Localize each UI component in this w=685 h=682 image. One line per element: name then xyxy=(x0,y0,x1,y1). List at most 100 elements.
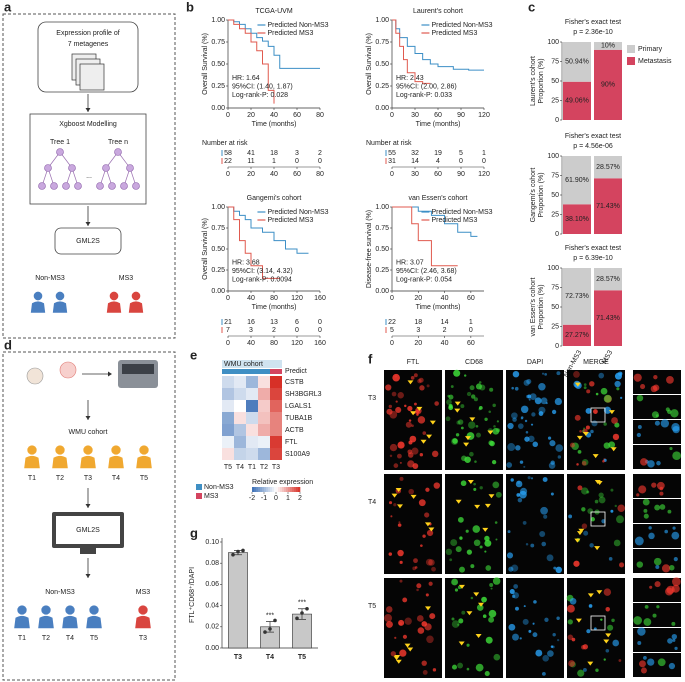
heatmap-cell xyxy=(270,424,282,436)
arrowhead-marker xyxy=(477,602,484,607)
cell-signal xyxy=(553,566,557,570)
arrowhead-marker xyxy=(428,527,435,532)
cell-signal xyxy=(566,604,575,613)
cell-signal xyxy=(532,441,539,448)
cell-signal xyxy=(551,409,557,415)
cell-signal xyxy=(541,671,546,676)
cell-signal xyxy=(651,482,657,488)
cell-signal xyxy=(398,619,405,626)
cell-signal xyxy=(420,544,423,547)
cell-signal xyxy=(644,604,649,609)
y-tick-label: 0.00 xyxy=(211,288,225,295)
cell-signal xyxy=(418,499,426,507)
cell-signal xyxy=(636,561,644,568)
panel-d-frame xyxy=(2,351,176,681)
heatmap-cell xyxy=(246,436,258,448)
colorbar-step xyxy=(274,487,277,492)
plot-title: TCGA-UVM xyxy=(255,8,293,15)
risk-count: 31 xyxy=(388,158,396,165)
y-tick-label: 0.75 xyxy=(211,225,225,232)
cell-signal xyxy=(457,662,464,669)
cell-signal xyxy=(610,488,614,492)
risk-x-tick-label: 120 xyxy=(478,171,490,178)
bar xyxy=(228,552,248,649)
row-label: SH3BGRL3 xyxy=(285,391,322,398)
cell-signal xyxy=(550,645,554,648)
cell-signal xyxy=(418,377,424,383)
cell-signal xyxy=(416,583,422,589)
x-tick-label: 0 xyxy=(390,295,394,302)
row-label: CSTB xyxy=(285,379,304,386)
cell-signal xyxy=(465,529,469,533)
risk-title: Number at risk xyxy=(366,140,412,147)
legend-label: MS3 xyxy=(204,493,219,500)
y-tick-label: 0.50 xyxy=(211,61,225,68)
cell-signal xyxy=(607,624,614,631)
x-tick-label: 120 xyxy=(291,295,303,302)
chart-title: Fisher's exact test xyxy=(565,133,621,140)
cell-signal xyxy=(568,660,576,667)
arrowhead-marker xyxy=(475,634,482,639)
person-icon-head xyxy=(109,291,119,301)
legend-label: Predicted MS3 xyxy=(267,217,313,224)
cell-signal xyxy=(484,550,487,553)
cell-signal xyxy=(495,538,498,541)
cell-signal xyxy=(517,423,524,429)
cell-signal xyxy=(666,585,675,595)
cell-signal xyxy=(484,535,490,542)
colorbar-step xyxy=(276,487,279,492)
survival-curve xyxy=(392,19,484,71)
bar-segment xyxy=(594,178,622,234)
risk-count: 2 xyxy=(318,150,322,157)
heatmap-cell xyxy=(234,376,246,388)
cell-signal xyxy=(636,493,640,497)
cell-signal xyxy=(422,431,427,435)
arrowhead-marker xyxy=(608,410,615,415)
cell-signal xyxy=(484,539,492,547)
cell-signal xyxy=(478,405,483,410)
cell-signal xyxy=(525,543,529,546)
cell-signal xyxy=(479,545,483,549)
colorbar-step xyxy=(268,487,271,492)
colorbar-step xyxy=(288,487,291,492)
heatmap-cell xyxy=(246,424,258,436)
cell-signal xyxy=(587,508,594,514)
cell-signal xyxy=(476,432,481,438)
cell-signal xyxy=(636,394,644,402)
doctor-icon xyxy=(26,367,44,385)
cell-signal xyxy=(661,564,671,573)
cell-signal xyxy=(520,416,524,419)
risk-x-tick-label: 30 xyxy=(411,171,419,178)
column-label: CD68 xyxy=(465,359,483,366)
risk-count: 0 xyxy=(459,158,463,165)
stat-annotation: Log-rank-P: 0.033 xyxy=(396,92,452,99)
cell-signal xyxy=(674,646,678,650)
arrow-head xyxy=(85,416,91,420)
cell-signal xyxy=(402,597,408,603)
cell-signal xyxy=(585,425,590,430)
chart-subtitle: p = 4.56e-06 xyxy=(573,143,613,150)
stat-annotation: 95%CI: (2.00, 2.86) xyxy=(396,83,457,90)
x-tick-label: 0 xyxy=(390,112,394,119)
cell-signal xyxy=(492,577,501,585)
cell-signal xyxy=(653,557,662,566)
arrowhead-marker xyxy=(576,435,583,440)
cell-signal xyxy=(475,424,479,428)
classifier-label: GML2S xyxy=(76,527,100,534)
cell-signal xyxy=(573,560,580,567)
colorbar-step xyxy=(292,487,295,492)
group-cell xyxy=(258,369,270,374)
value-label: 27.27% xyxy=(565,332,589,339)
cell-signal xyxy=(474,460,477,463)
risk-count: 16 xyxy=(247,319,255,326)
cell-signal xyxy=(456,420,461,425)
risk-count: 0 xyxy=(318,327,322,334)
cell-signal xyxy=(532,622,535,625)
cell-signal xyxy=(581,487,589,495)
person-icon-body xyxy=(52,301,68,313)
risk-count: 11 xyxy=(247,158,254,165)
cell-signal xyxy=(413,558,418,564)
bar-segment xyxy=(563,324,591,346)
cell-signal xyxy=(393,463,399,468)
y-tick-label: 0.25 xyxy=(375,267,389,274)
